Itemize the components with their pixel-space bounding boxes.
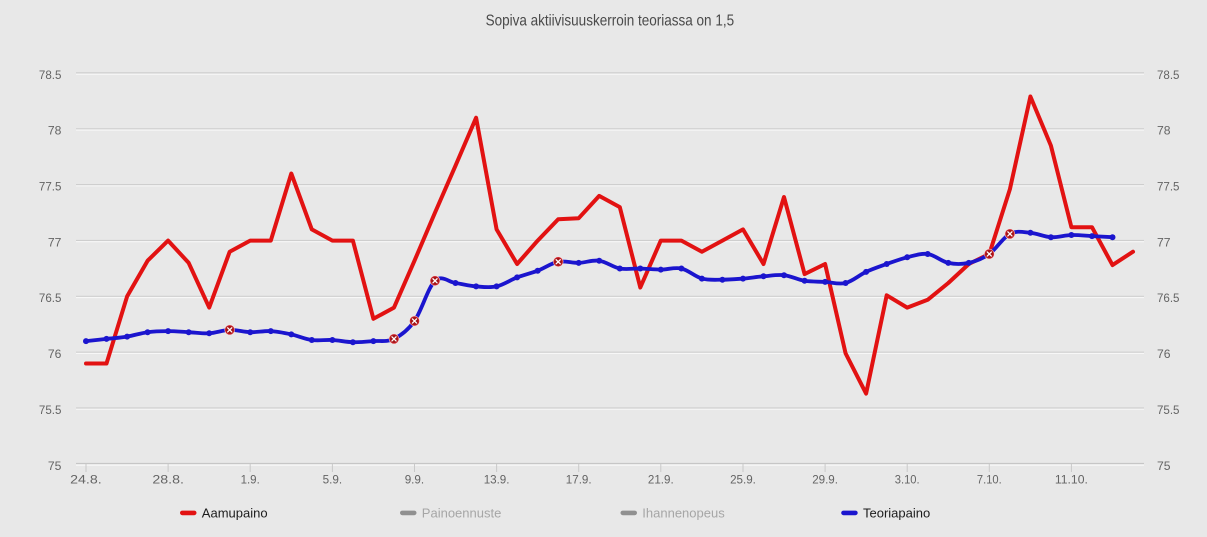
svg-text:13.9.: 13.9. [484,473,510,487]
svg-text:29.9.: 29.9. [812,473,838,487]
svg-text:77: 77 [1157,235,1171,249]
svg-text:77: 77 [48,235,62,249]
svg-text:75: 75 [1157,459,1171,473]
svg-text:76: 76 [48,347,62,361]
svg-text:Ihannenopeus: Ihannenopeus [642,506,725,521]
svg-text:76: 76 [1157,347,1171,361]
svg-text:9.9.: 9.9. [405,473,425,487]
svg-text:75.5: 75.5 [1157,403,1180,417]
svg-text:24.8.: 24.8. [70,473,102,487]
svg-text:28.8.: 28.8. [152,473,184,487]
svg-text:Aamupaino: Aamupaino [202,506,268,521]
svg-text:7.10.: 7.10. [977,473,1002,487]
svg-text:Sopiva aktiivisuuskerroin teor: Sopiva aktiivisuuskerroin teoriassa on 1… [486,12,735,29]
svg-text:75.5: 75.5 [39,403,62,417]
svg-text:77.5: 77.5 [39,180,62,194]
svg-text:11.10.: 11.10. [1055,473,1088,487]
svg-text:3.10.: 3.10. [895,473,920,487]
svg-text:Painoennuste: Painoennuste [422,506,502,521]
svg-text:76.5: 76.5 [39,291,62,305]
svg-text:17.9.: 17.9. [566,473,592,487]
svg-text:78.5: 78.5 [39,68,62,82]
svg-text:77.5: 77.5 [1157,180,1180,194]
svg-text:75: 75 [48,459,62,473]
svg-text:1.9.: 1.9. [241,473,260,487]
svg-text:5.9.: 5.9. [323,473,343,487]
svg-text:76.5: 76.5 [1157,291,1180,305]
svg-text:78: 78 [1157,124,1171,138]
svg-text:Teoriapaino: Teoriapaino [863,506,930,521]
svg-text:78.5: 78.5 [1157,68,1180,82]
svg-text:21.9.: 21.9. [648,473,674,487]
svg-text:78: 78 [48,124,62,138]
svg-text:25.9.: 25.9. [730,473,756,487]
